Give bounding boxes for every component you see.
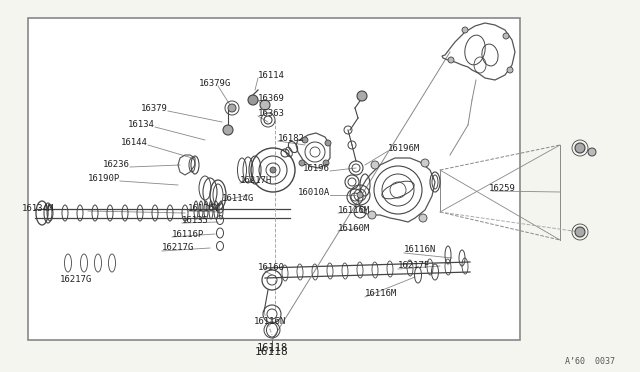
Circle shape [368,211,376,219]
Circle shape [270,167,276,173]
Text: 16135: 16135 [182,215,209,224]
Circle shape [419,214,427,222]
Circle shape [503,33,509,39]
Text: A’60  0037: A’60 0037 [565,357,615,366]
Text: 16160: 16160 [258,263,285,273]
Circle shape [223,125,233,135]
Text: 16379: 16379 [141,103,168,112]
Text: 16182: 16182 [278,134,305,142]
Circle shape [448,57,454,63]
Text: 16116N: 16116N [254,317,286,327]
Text: 16160M: 16160M [338,224,371,232]
Text: 16196M: 16196M [388,144,420,153]
Text: 16114: 16114 [258,71,285,80]
Circle shape [357,192,363,198]
Text: 16236: 16236 [103,160,130,169]
Text: 16116V: 16116V [188,203,220,212]
Circle shape [507,67,513,73]
Circle shape [323,160,329,166]
Text: 16363: 16363 [258,109,285,118]
Circle shape [421,159,429,167]
Bar [28,18,520,340]
Circle shape [371,161,379,169]
Text: 16217H: 16217H [240,176,272,185]
Text: 16217G: 16217G [60,276,92,285]
Text: 16118: 16118 [257,343,287,353]
Text: 16116M: 16116M [338,205,371,215]
Circle shape [357,91,367,101]
Text: 16114G: 16114G [222,193,254,202]
Text: 16144: 16144 [121,138,148,147]
Circle shape [260,100,270,110]
Circle shape [248,95,258,105]
Text: 16196: 16196 [303,164,330,173]
Text: 16118: 16118 [255,347,289,357]
Text: 16116P: 16116P [172,230,204,238]
Circle shape [588,148,596,156]
Text: 16134M: 16134M [22,203,54,212]
Text: 16217F: 16217F [398,262,430,270]
Circle shape [228,104,236,112]
Text: 16116N: 16116N [404,246,436,254]
Text: 16010A: 16010A [298,187,330,196]
Text: 16379G: 16379G [199,78,231,87]
Circle shape [325,140,331,146]
Circle shape [575,227,585,237]
Text: 16217G: 16217G [162,244,195,253]
Text: 16190P: 16190P [88,173,120,183]
Circle shape [302,137,308,143]
Text: 16116M: 16116M [365,289,397,298]
Text: 16369: 16369 [258,93,285,103]
Circle shape [299,160,305,166]
Circle shape [575,143,585,153]
Text: 16259: 16259 [488,183,515,192]
Text: 16134: 16134 [128,119,155,128]
Circle shape [462,27,468,33]
